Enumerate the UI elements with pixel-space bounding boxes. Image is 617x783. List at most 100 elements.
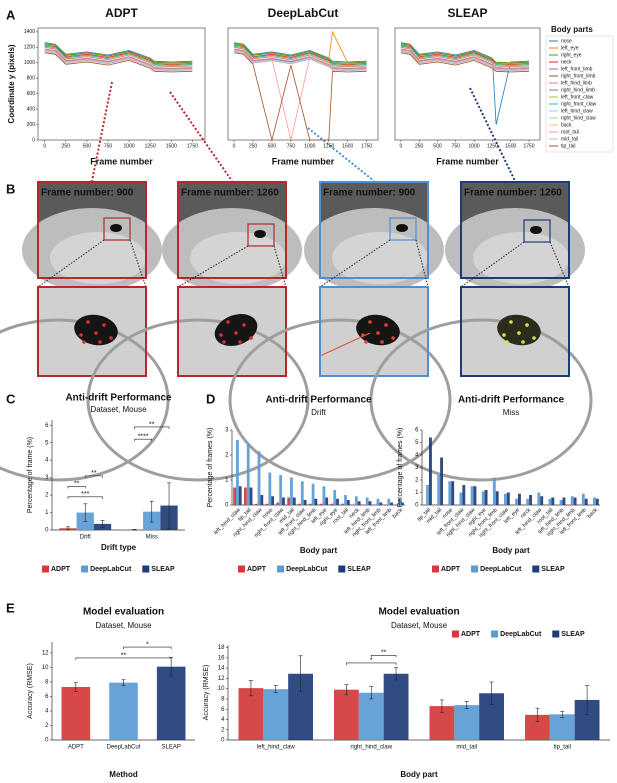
x-tick-label: 250 [415, 143, 424, 149]
y-tick-label: 1000 [24, 60, 35, 66]
legend-label: root_tail [561, 129, 579, 135]
data-line [44, 51, 193, 72]
zoom-frame [0, 286, 170, 482]
y-tick-label: 0 [225, 503, 229, 509]
y-tick-label: 3 [415, 465, 419, 471]
bar [257, 451, 261, 505]
plot-frame [37, 27, 206, 141]
data-line [234, 42, 367, 63]
keypoint [226, 320, 230, 324]
x-tick-label: 1500 [505, 143, 516, 149]
y-tick-label: 4 [45, 458, 49, 464]
keypoint [368, 320, 372, 324]
chart-title: Model evaluation [83, 607, 164, 618]
error-bar [273, 685, 278, 694]
legend-label: tip_tail [561, 143, 575, 149]
legend-swatch [81, 565, 89, 573]
bar [548, 498, 552, 505]
y-tick-label: 12 [42, 650, 49, 656]
zoom-connector [273, 245, 287, 288]
data-line [44, 48, 193, 69]
bar [344, 495, 347, 505]
legend-label: DeepLabCut [90, 566, 132, 573]
keypoint [98, 340, 102, 344]
legend-label: right_eye [561, 52, 582, 58]
keypoint [234, 331, 238, 335]
legend-label: left_front_limb [561, 66, 593, 72]
x-tick-label: tip_tail [554, 745, 571, 751]
legend-title: Body parts [551, 25, 593, 34]
data-line [400, 51, 530, 72]
y-tick-label: 2 [45, 493, 49, 499]
keypoint [102, 323, 106, 327]
mouse-zoom [497, 314, 541, 346]
frame-border [37, 181, 147, 279]
legend-swatch [42, 565, 49, 573]
bar [448, 481, 452, 505]
bar [526, 498, 530, 505]
plot-frame [227, 27, 379, 141]
error-bar [464, 701, 469, 709]
bar [559, 500, 563, 505]
bar [462, 485, 466, 505]
error-bar [169, 656, 174, 677]
bar [570, 496, 574, 505]
legend-label: back [561, 122, 572, 128]
bar [249, 487, 253, 505]
keypoint [376, 331, 380, 335]
error-bar [132, 529, 137, 531]
chart-subtitle: Dataset, Mouse [90, 405, 147, 414]
error-bar [585, 685, 590, 715]
bar [551, 497, 555, 505]
bar [373, 504, 377, 505]
bar [156, 666, 186, 740]
legend-label: right_hind_limb [561, 87, 595, 93]
keypoint [238, 340, 242, 344]
keypoint [505, 340, 509, 344]
legend-label: ADPT [441, 566, 461, 573]
connectors [91, 81, 516, 182]
significance-label: ** [74, 481, 80, 488]
error-bar [83, 503, 88, 522]
bar [244, 487, 247, 505]
legend-label: ADPT [51, 566, 71, 573]
y-tick-label: 12 [218, 676, 225, 682]
zoom-box [103, 217, 131, 241]
bar [400, 502, 404, 505]
x-axis-label: Body part [400, 770, 438, 779]
y-tick-label: 1 [45, 510, 49, 516]
legend-label: SLEAP [541, 566, 565, 573]
panel-label: E [6, 600, 15, 615]
video-frame: Frame number: 900 [304, 181, 444, 292]
data-line [234, 45, 367, 66]
x-tick-label: mid_tail [456, 745, 477, 751]
bar [481, 491, 485, 505]
data-line [234, 46, 367, 67]
mouse-zoom [74, 314, 118, 346]
x-axis-label: Frame number [272, 156, 335, 166]
zoom-connector [460, 241, 525, 288]
bar [322, 486, 326, 505]
bar [529, 495, 533, 505]
zoom-box [523, 219, 551, 243]
error-bar [298, 655, 303, 693]
y-tick-label: 400 [27, 106, 36, 112]
bar [290, 477, 293, 505]
chart-title: SLEAP [447, 6, 487, 20]
bar [282, 497, 285, 505]
y-tick-label: 14 [218, 666, 225, 672]
bar [271, 496, 275, 505]
keypoint [79, 333, 83, 337]
bar [354, 496, 358, 505]
error-bar [248, 680, 253, 697]
x-tick-label: 0 [233, 143, 236, 149]
x-tick-label: 500 [268, 143, 277, 149]
bar [592, 497, 596, 505]
legend-label: SLEAP [151, 566, 175, 573]
keypoint [509, 320, 513, 324]
bar [61, 687, 91, 740]
chart-subtitle: Miss [503, 408, 519, 417]
connector [469, 87, 516, 182]
bar [437, 475, 441, 505]
bar [341, 503, 345, 505]
